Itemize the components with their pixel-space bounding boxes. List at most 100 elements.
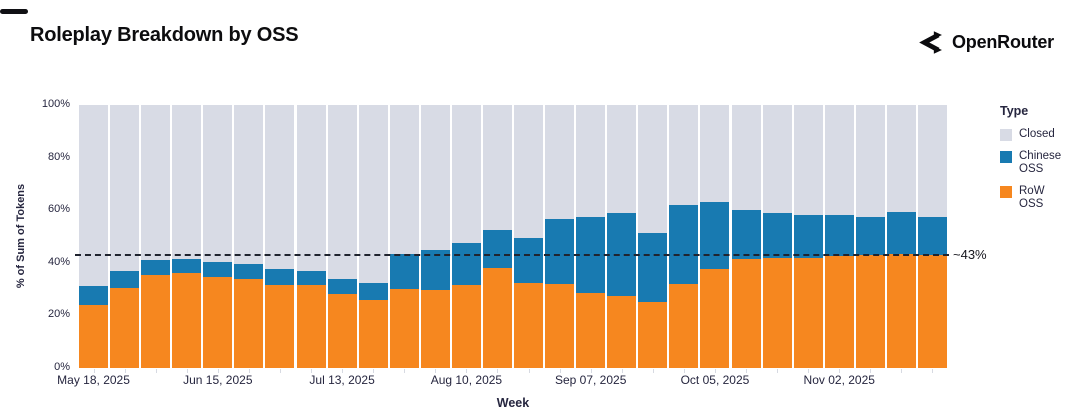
legend-item-closed[interactable]: Closed — [1000, 128, 1078, 142]
y-tick-label: 60% — [47, 203, 70, 216]
legend-item-label: Closed — [1019, 128, 1055, 140]
x-tick-mark — [590, 369, 592, 373]
openrouter-brand-text: OpenRouter — [951, 32, 1054, 52]
bar-segment-chinese-oss — [265, 269, 295, 286]
plot-area — [78, 105, 948, 368]
legend-swatch — [1000, 185, 1012, 198]
bar-segment-row-oss — [482, 268, 512, 368]
x-tick-mark — [342, 369, 344, 373]
bar-segment-row-oss — [700, 269, 730, 368]
bar-segment-row-oss — [389, 289, 419, 368]
x-tick-mark — [373, 369, 375, 373]
bar-segment-row-oss — [762, 257, 792, 368]
x-tick-mark — [311, 369, 313, 373]
legend-item-row-oss[interactable]: RoW OSS — [1000, 185, 1078, 212]
bar-segment-closed — [172, 105, 202, 259]
bar-segment-closed — [482, 105, 512, 230]
x-tick-mark — [621, 369, 623, 373]
bar-segment-row-oss — [327, 294, 357, 368]
bar-segment-closed — [669, 105, 699, 205]
bar-segment-row-oss — [514, 282, 544, 368]
bar-segment-chinese-oss — [824, 215, 854, 257]
chart-title: Roleplay Breakdown by OSS — [30, 24, 299, 46]
bar-segment-row-oss — [855, 254, 885, 368]
bar-segment-closed — [110, 105, 140, 271]
bar-column[interactable] — [762, 105, 792, 368]
x-tick-mark — [746, 369, 748, 373]
bar-segment-row-oss — [358, 299, 388, 368]
bar-segment-closed — [762, 105, 792, 213]
bar-column[interactable] — [700, 105, 730, 368]
bar-segment-row-oss — [420, 290, 450, 368]
x-axis-title: Week — [496, 396, 530, 410]
x-tick-mark — [155, 369, 157, 373]
bar-segment-row-oss — [886, 253, 916, 368]
bar-column[interactable] — [389, 105, 419, 368]
bar-column[interactable] — [514, 105, 544, 368]
bar-column[interactable] — [451, 105, 481, 368]
bar-column[interactable] — [482, 105, 512, 368]
bar-column[interactable] — [669, 105, 699, 368]
legend-swatch — [1000, 150, 1012, 163]
bar-segment-chinese-oss — [451, 243, 481, 286]
bar-column[interactable] — [793, 105, 823, 368]
bar-column[interactable] — [824, 105, 854, 368]
x-tick-mark — [528, 369, 530, 373]
bar-segment-row-oss — [141, 274, 171, 368]
bar-segment-chinese-oss — [327, 278, 357, 295]
bar-segment-chinese-oss — [514, 237, 544, 283]
y-tick-label: 40% — [47, 255, 70, 268]
bar-segment-closed — [265, 105, 295, 270]
bar-segment-closed — [917, 105, 947, 217]
bar-segment-row-oss — [607, 295, 637, 368]
bar-segment-row-oss — [265, 285, 295, 368]
bar-column[interactable] — [886, 105, 916, 368]
legend: Type Closed Chinese OSS RoW OSS — [1000, 104, 1078, 220]
bar-column[interactable] — [545, 105, 575, 368]
bar-segment-chinese-oss — [234, 264, 264, 279]
x-tick-mark — [497, 369, 499, 373]
bar-segment-chinese-oss — [762, 212, 792, 258]
bar-column[interactable] — [172, 105, 202, 368]
bar-column[interactable] — [576, 105, 606, 368]
bar-column[interactable] — [141, 105, 171, 368]
bar-segment-chinese-oss — [358, 282, 388, 300]
x-tick-mark — [404, 369, 406, 373]
x-tick-mark — [777, 369, 779, 373]
bar-column[interactable] — [265, 105, 295, 368]
x-tick-label: Aug 10, 2025 — [430, 373, 503, 387]
bar-column[interactable] — [358, 105, 388, 368]
bar-segment-row-oss — [451, 285, 481, 368]
bar-segment-chinese-oss — [482, 229, 512, 269]
bar-column[interactable] — [855, 105, 885, 368]
top-left-dash-decor — [0, 9, 28, 14]
legend-item-chinese-oss[interactable]: Chinese OSS — [1000, 150, 1078, 177]
x-tick-mark — [932, 369, 934, 373]
legend-title: Type — [1000, 104, 1029, 118]
legend-item-label: Chinese OSS — [1019, 149, 1062, 176]
bar-segment-row-oss — [79, 304, 109, 368]
bar-column[interactable] — [79, 105, 109, 368]
bar-segment-closed — [141, 105, 171, 261]
x-tick-label: Jun 15, 2025 — [183, 373, 253, 387]
bar-column[interactable] — [296, 105, 326, 368]
bar-segment-closed — [855, 105, 885, 217]
x-tick-mark — [683, 369, 685, 373]
bar-segment-closed — [576, 105, 606, 217]
bar-segment-chinese-oss — [203, 261, 233, 278]
bar-column[interactable] — [607, 105, 637, 368]
bar-segment-chinese-oss — [793, 215, 823, 258]
bar-segment-closed — [638, 105, 668, 233]
bar-column[interactable] — [731, 105, 761, 368]
bar-column[interactable] — [327, 105, 357, 368]
bar-segment-closed — [731, 105, 761, 211]
bar-column[interactable] — [203, 105, 233, 368]
bar-column[interactable] — [638, 105, 668, 368]
bar-segment-closed — [79, 105, 109, 287]
bar-segment-chinese-oss — [110, 270, 140, 288]
bar-column[interactable] — [917, 105, 947, 368]
bar-column[interactable] — [110, 105, 140, 368]
bar-column[interactable] — [420, 105, 450, 368]
bar-segment-chinese-oss — [79, 286, 109, 305]
bar-column[interactable] — [234, 105, 264, 368]
